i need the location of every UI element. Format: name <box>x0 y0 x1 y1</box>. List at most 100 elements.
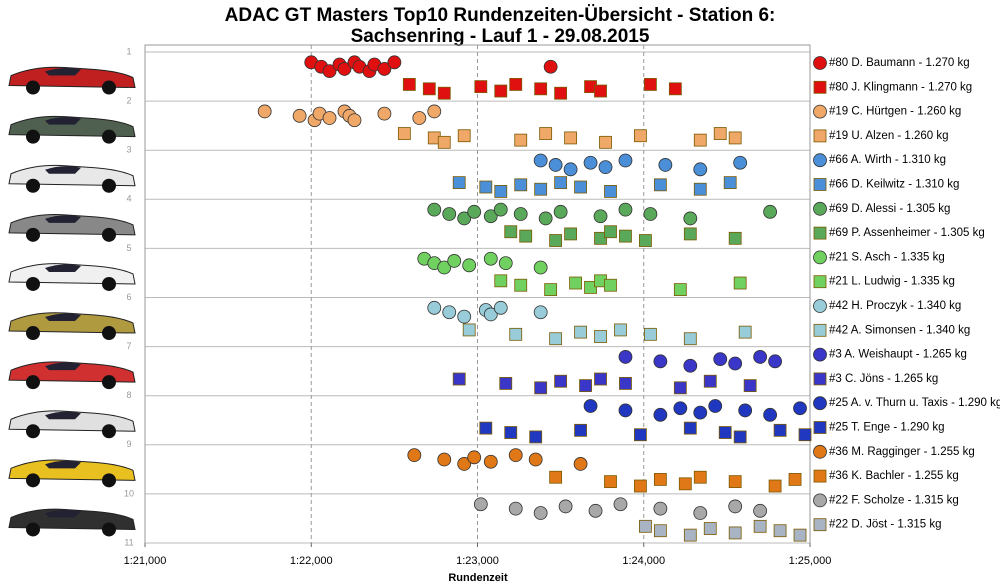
data-point <box>574 180 587 194</box>
data-point <box>753 350 768 364</box>
data-point <box>554 86 568 100</box>
data-point <box>738 403 753 418</box>
car-image <box>8 263 136 291</box>
data-point <box>634 129 647 143</box>
data-point <box>733 430 747 444</box>
data-point <box>693 182 707 196</box>
data-point <box>588 503 603 518</box>
legend-label: #42 A. Simonsen - 1.340 kg <box>829 324 970 336</box>
data-point <box>728 131 742 145</box>
chart-title: ADAC GT Masters Top10 Rundenzeiten-Übers… <box>225 5 776 26</box>
car-image <box>8 361 136 390</box>
car-wheel <box>102 473 116 488</box>
legend-label: #80 J. Klingmann - 1.270 kg <box>829 81 972 93</box>
data-point <box>594 330 607 343</box>
legend-label: #3 A. Weishaupt - 1.265 kg <box>829 349 967 361</box>
data-point <box>653 501 668 516</box>
data-point <box>728 499 743 514</box>
y-tick-label: 10 <box>124 488 134 498</box>
data-point <box>554 176 568 190</box>
data-point <box>733 155 748 170</box>
data-point <box>504 225 518 239</box>
car-wheel <box>26 276 40 291</box>
data-point <box>457 129 471 143</box>
y-tick-label: 6 <box>126 292 131 302</box>
x-tick-label: 1:25,000 <box>789 555 832 567</box>
data-point <box>457 211 472 226</box>
data-point <box>479 180 493 194</box>
data-point <box>713 352 728 367</box>
data-point <box>634 428 647 442</box>
data-point <box>494 274 508 288</box>
car-wheel <box>26 227 40 242</box>
car-wheel <box>26 326 40 341</box>
data-point <box>504 426 518 439</box>
data-point <box>573 457 588 471</box>
car-wheel <box>102 424 116 439</box>
data-point <box>442 207 457 221</box>
legend-marker <box>813 226 827 240</box>
legend-marker <box>813 201 827 216</box>
data-point <box>614 323 627 337</box>
car-wheel <box>26 522 40 537</box>
data-point <box>673 401 688 416</box>
legend-marker <box>813 104 827 119</box>
data-point <box>437 260 452 275</box>
data-point <box>683 528 697 542</box>
data-point <box>793 528 807 542</box>
data-point <box>763 407 777 422</box>
data-point <box>508 501 523 516</box>
data-point <box>533 506 548 520</box>
car-image <box>8 410 136 439</box>
data-point <box>743 379 757 393</box>
legend-label: #19 U. Alzen - 1.260 kg <box>829 130 949 142</box>
data-point <box>693 133 707 147</box>
legend-marker <box>813 323 827 337</box>
data-point <box>683 211 698 226</box>
data-point <box>514 133 528 147</box>
legend-label: #21 S. Asch - 1.335 kg <box>829 251 945 263</box>
data-point <box>793 401 807 416</box>
data-point <box>322 111 337 125</box>
data-point <box>563 162 578 177</box>
legend-marker <box>813 518 827 532</box>
data-point <box>703 522 717 535</box>
legend-label: #66 D. Keilwitz - 1.310 kg <box>829 179 959 191</box>
car-body <box>8 214 136 236</box>
data-point <box>337 62 352 76</box>
data-point <box>619 377 632 390</box>
data-point <box>528 452 543 467</box>
data-point <box>653 473 667 486</box>
data-point <box>494 185 508 198</box>
legend-marker <box>813 396 827 411</box>
legend-marker <box>813 250 827 265</box>
data-point <box>599 135 612 149</box>
data-point <box>584 281 597 294</box>
data-point <box>533 305 548 320</box>
legend-label: #19 C. Hürtgen - 1.260 kg <box>829 106 961 118</box>
data-point <box>723 176 737 190</box>
data-point <box>768 479 782 493</box>
data-point <box>437 452 452 467</box>
data-point <box>457 457 472 471</box>
data-point <box>619 229 632 243</box>
data-point <box>558 499 573 514</box>
data-point <box>598 160 613 175</box>
data-point <box>377 62 392 76</box>
data-point <box>519 229 533 243</box>
legend-marker <box>813 372 827 386</box>
data-point <box>683 332 697 346</box>
data-point <box>534 82 548 96</box>
data-point <box>538 211 553 226</box>
data-point <box>493 300 508 315</box>
data-point <box>452 176 466 190</box>
y-tick-label: 8 <box>126 390 131 400</box>
car-window <box>45 509 81 518</box>
x-axis-label: Rundenzeit <box>448 572 508 584</box>
data-point <box>539 127 553 140</box>
data-point <box>773 423 787 437</box>
legend-label: #69 P. Assenheimer - 1.305 kg <box>829 227 985 239</box>
legend-marker <box>813 129 827 143</box>
data-point <box>427 202 442 217</box>
